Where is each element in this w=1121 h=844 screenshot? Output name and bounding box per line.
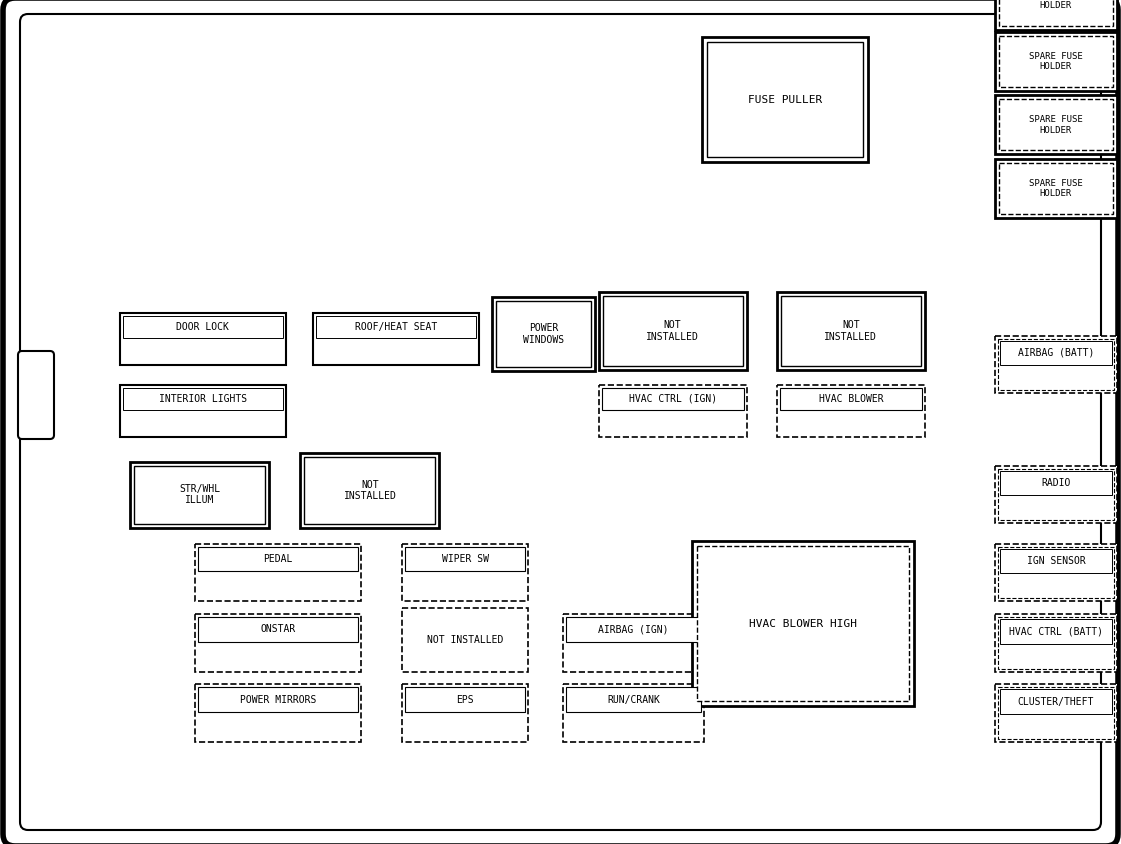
Bar	[1000, 471, 1112, 495]
Bar	[995, 614, 1117, 672]
Bar	[135, 466, 265, 523]
Bar	[1000, 100, 1112, 150]
Bar	[402, 684, 528, 742]
Text: NOT
INSTALLED: NOT INSTALLED	[646, 320, 700, 342]
Text: POWER MIRRORS: POWER MIRRORS	[240, 695, 316, 705]
Bar	[402, 608, 528, 672]
Bar	[300, 453, 439, 528]
Text: NOT INSTALLED: NOT INSTALLED	[427, 635, 503, 645]
Bar	[1000, 36, 1112, 87]
Text: NOT
INSTALLED: NOT INSTALLED	[824, 320, 878, 342]
Bar	[999, 547, 1113, 598]
Bar	[492, 297, 595, 371]
Bar	[1000, 0, 1112, 25]
Text: EPS: EPS	[456, 695, 474, 705]
Bar	[1000, 163, 1112, 214]
Bar	[198, 618, 358, 641]
Bar	[563, 684, 704, 742]
Bar	[1000, 619, 1112, 643]
Text: DOOR LOCK: DOOR LOCK	[176, 322, 230, 332]
FancyBboxPatch shape	[18, 351, 54, 439]
Bar	[995, 0, 1117, 30]
FancyBboxPatch shape	[3, 0, 1118, 844]
Bar	[995, 159, 1117, 218]
Text: POWER
WINDOWS: POWER WINDOWS	[524, 323, 564, 345]
Bar	[599, 385, 747, 437]
Bar	[999, 688, 1113, 738]
Bar	[603, 296, 742, 365]
Text: RADIO: RADIO	[1041, 478, 1071, 488]
Bar	[120, 385, 286, 437]
Bar	[195, 614, 361, 672]
Bar	[995, 95, 1117, 154]
Text: AIRBAG (BATT): AIRBAG (BATT)	[1018, 348, 1094, 358]
Text: RUN/CRANK: RUN/CRANK	[606, 695, 660, 705]
Text: SPARE FUSE
HOLDER: SPARE FUSE HOLDER	[1029, 52, 1083, 71]
Bar	[599, 292, 747, 370]
Bar	[995, 544, 1117, 601]
Bar	[692, 542, 914, 706]
Text: PEDAL: PEDAL	[263, 554, 293, 564]
Text: SPARE FUSE
HOLDER: SPARE FUSE HOLDER	[1029, 116, 1083, 134]
Bar	[406, 547, 525, 571]
Bar	[999, 469, 1113, 520]
Bar	[497, 301, 591, 367]
Bar	[781, 296, 920, 365]
Bar	[566, 618, 701, 641]
Bar	[696, 546, 909, 701]
Text: HVAC CTRL (BATT): HVAC CTRL (BATT)	[1009, 626, 1103, 636]
Bar	[198, 688, 358, 711]
Bar	[1000, 549, 1112, 572]
Text: CLUSTER/THEFT: CLUSTER/THEFT	[1018, 696, 1094, 706]
Bar	[999, 618, 1113, 668]
Bar	[123, 316, 282, 338]
Text: INTERIOR LIGHTS: INTERIOR LIGHTS	[159, 394, 247, 403]
Bar	[195, 544, 361, 601]
Bar	[706, 42, 863, 157]
Bar	[123, 388, 282, 410]
Bar	[402, 544, 528, 601]
Bar	[305, 457, 435, 523]
Bar	[995, 336, 1117, 393]
Text: NOT
INSTALLED: NOT INSTALLED	[343, 479, 397, 501]
Text: IGN SENSOR: IGN SENSOR	[1027, 555, 1085, 565]
Bar	[777, 292, 925, 370]
Bar	[780, 388, 921, 410]
Bar	[999, 339, 1113, 390]
Bar	[995, 684, 1117, 742]
Text: SPARE FUSE
HOLDER: SPARE FUSE HOLDER	[1029, 179, 1083, 197]
Bar	[406, 688, 525, 711]
Bar	[1000, 341, 1112, 365]
Bar	[130, 462, 269, 528]
Bar	[198, 547, 358, 571]
Bar	[1000, 690, 1112, 713]
Bar	[316, 316, 475, 338]
Bar	[313, 313, 479, 365]
Text: HVAC BLOWER HIGH: HVAC BLOWER HIGH	[749, 619, 856, 629]
Bar	[120, 313, 286, 365]
Bar	[702, 37, 868, 162]
Text: HVAC CTRL (IGN): HVAC CTRL (IGN)	[629, 394, 716, 403]
Bar	[995, 466, 1117, 523]
Text: SPARE FUSE
HOLDER: SPARE FUSE HOLDER	[1029, 0, 1083, 9]
Bar	[777, 385, 925, 437]
Text: AIRBAG (IGN): AIRBAG (IGN)	[599, 625, 668, 635]
Text: FUSE PULLER: FUSE PULLER	[748, 95, 822, 105]
Text: ONSTAR: ONSTAR	[260, 625, 296, 635]
Text: HVAC BLOWER: HVAC BLOWER	[818, 394, 883, 403]
Bar	[995, 32, 1117, 91]
Text: ROOF/HEAT SEAT: ROOF/HEAT SEAT	[354, 322, 437, 332]
Bar	[563, 614, 704, 672]
Text: STR/WHL
ILLUM: STR/WHL ILLUM	[179, 484, 220, 506]
Bar	[602, 388, 743, 410]
Bar	[195, 684, 361, 742]
Bar	[566, 688, 701, 711]
Text: WIPER SW: WIPER SW	[442, 554, 489, 564]
